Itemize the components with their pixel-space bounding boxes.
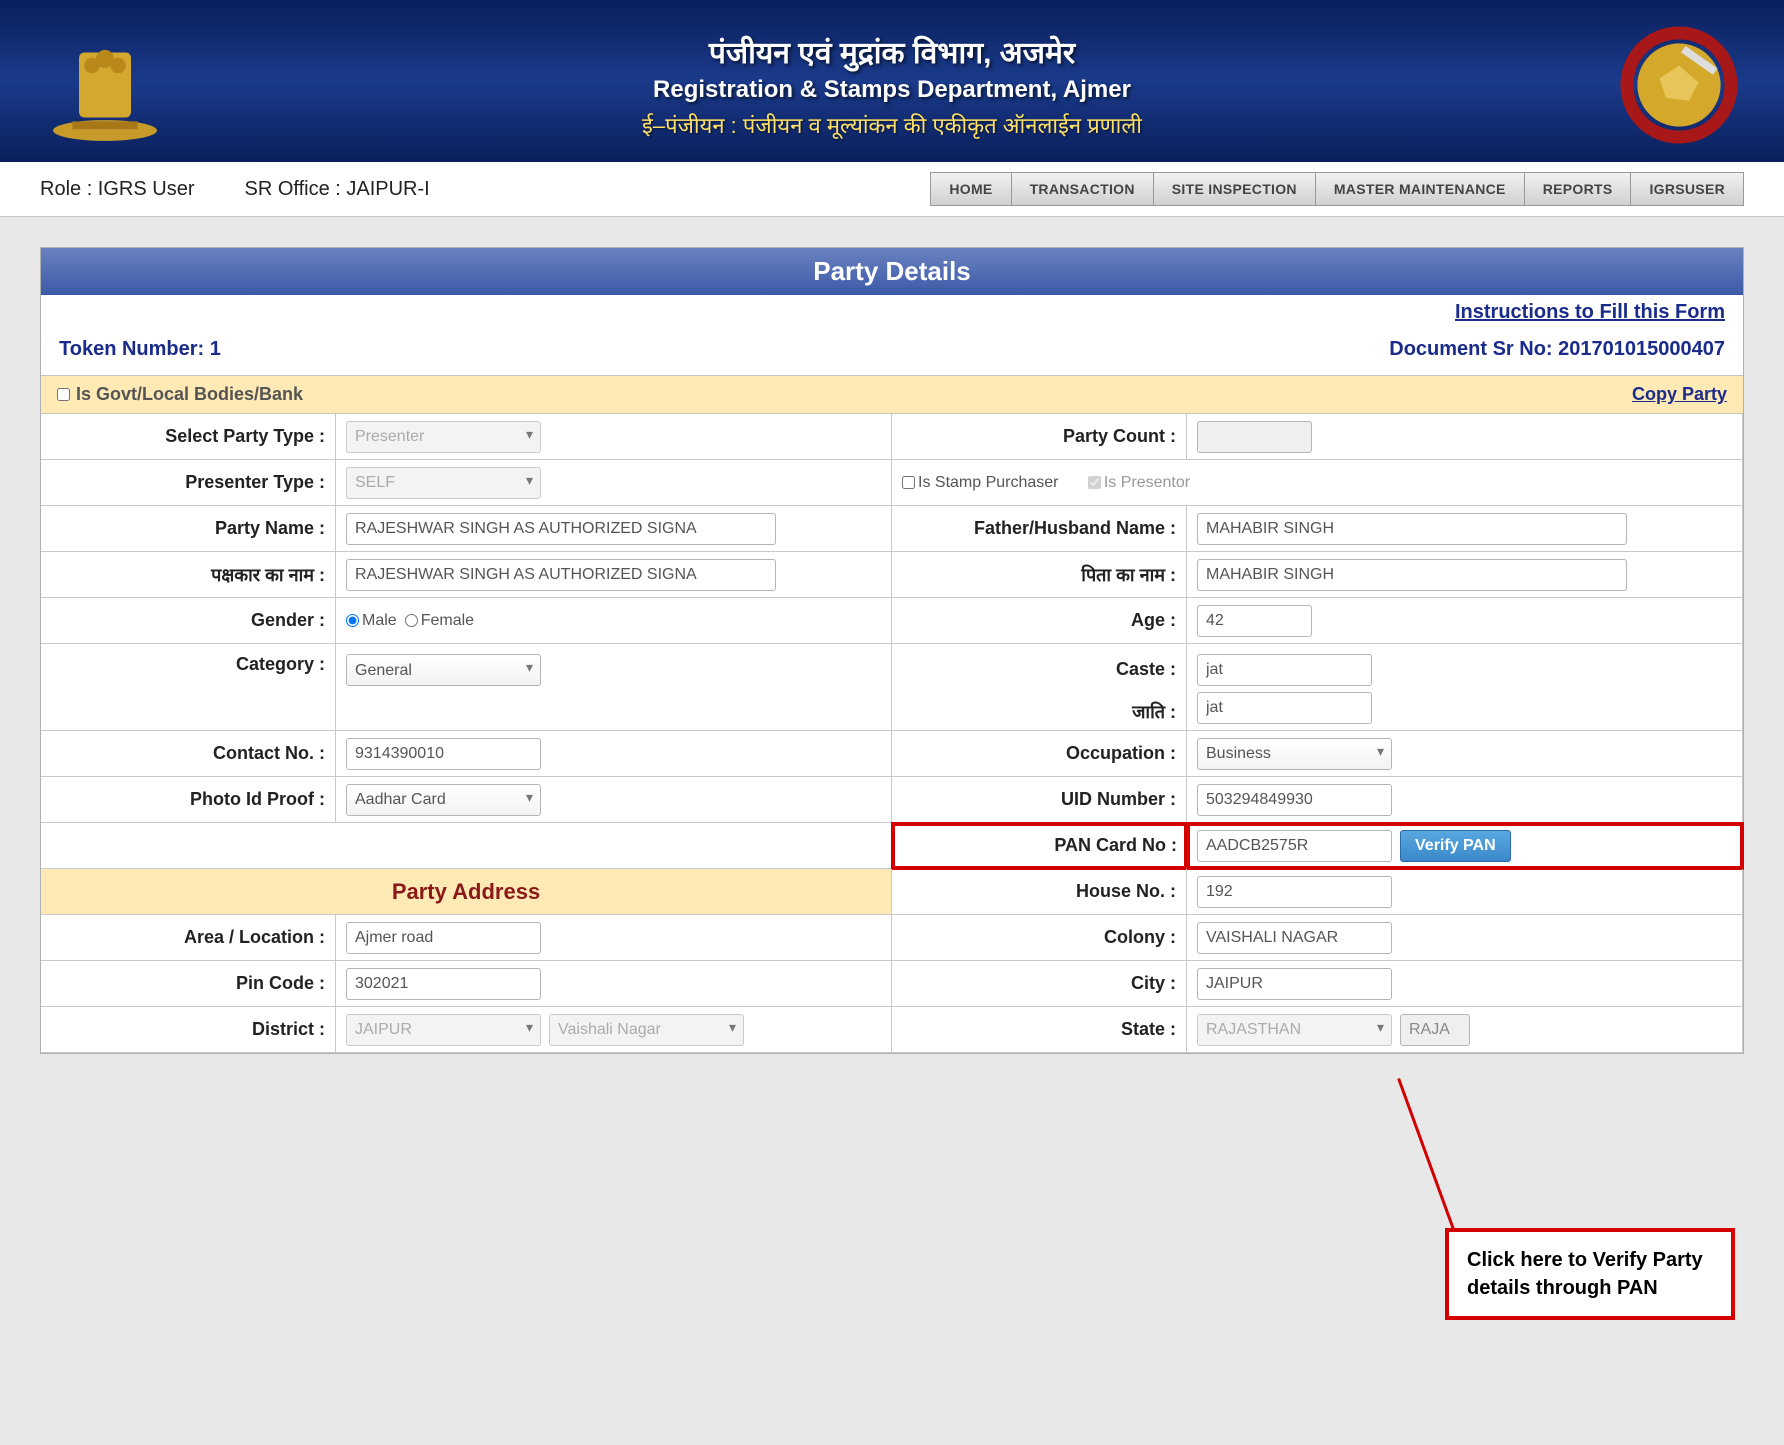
label-occupation: Occupation : (892, 731, 1187, 777)
label-pakshkar-naam: पक्षकार का नाम : (41, 552, 336, 598)
label-caste: Caste : (1116, 659, 1176, 680)
tab-transaction[interactable]: TRANSACTION (1012, 172, 1154, 206)
pakshkar-naam-input[interactable] (346, 559, 776, 591)
tab-igrsuser[interactable]: IGRSUSER (1631, 172, 1744, 206)
party-address-header: Party Address (41, 869, 892, 915)
role-label: Role : IGRS User (40, 178, 194, 201)
nav-tabs: HOME TRANSACTION SITE INSPECTION MASTER … (930, 172, 1744, 206)
city-input[interactable] (1197, 968, 1392, 1000)
label-state: State : (892, 1007, 1187, 1053)
header-title-en: Registration & Stamps Department, Ajmer (170, 76, 1614, 104)
pan-input[interactable] (1197, 830, 1392, 862)
label-pin: Pin Code : (41, 961, 336, 1007)
label-pan: PAN Card No : (892, 823, 1187, 869)
label-presenter-type: Presenter Type : (41, 460, 336, 506)
party-name-input[interactable] (346, 513, 776, 545)
seal-icon (1614, 20, 1744, 150)
party-details-panel: Party Details Instructions to Fill this … (40, 247, 1744, 1054)
label-select-party-type: Select Party Type : (41, 414, 336, 460)
pin-input[interactable] (346, 968, 541, 1000)
label-category: Category : (41, 644, 336, 731)
subheader: Role : IGRS User SR Office : JAIPUR-I HO… (0, 162, 1784, 217)
house-input[interactable] (1197, 876, 1392, 908)
contact-input[interactable] (346, 738, 541, 770)
gender-female-radio[interactable] (405, 614, 418, 627)
office-label: SR Office : JAIPUR-I (244, 178, 429, 201)
tab-reports[interactable]: REPORTS (1525, 172, 1632, 206)
father-husband-input[interactable] (1197, 513, 1627, 545)
label-party-name: Party Name : (41, 506, 336, 552)
panel-title: Party Details (41, 248, 1743, 295)
jaati-input[interactable] (1197, 692, 1372, 724)
label-colony: Colony : (892, 915, 1187, 961)
label-contact: Contact No. : (41, 731, 336, 777)
callout-box: Click here to Verify Party details throu… (1445, 1228, 1735, 1320)
instructions-link[interactable]: Instructions to Fill this Form (1455, 301, 1725, 323)
select-occupation[interactable]: Business (1197, 738, 1392, 770)
select-party-type[interactable]: Presenter (346, 421, 541, 453)
govt-bodies-checkbox[interactable] (57, 388, 70, 401)
select-photo-id[interactable]: Aadhar Card (346, 784, 541, 816)
uid-input[interactable] (1197, 784, 1392, 816)
age-input[interactable] (1197, 605, 1312, 637)
header-subtitle-hi: ई–पंजीयन : पंजीयन व मूल्यांकन की एकीकृत … (170, 110, 1614, 140)
state-code-input[interactable] (1400, 1014, 1470, 1046)
label-gender: Gender : (41, 598, 336, 644)
header-title-hi: पंजीयन एवं मुद्रांक विभाग, अजमेर (170, 31, 1614, 72)
select-state[interactable]: RAJASTHAN (1197, 1014, 1392, 1046)
area-input[interactable] (346, 922, 541, 954)
tab-home[interactable]: HOME (930, 172, 1011, 206)
select-category[interactable]: General (346, 654, 541, 686)
pita-naam-input[interactable] (1197, 559, 1627, 591)
token-number: Token Number: 1 (59, 338, 221, 361)
select-presenter-type[interactable]: SELF (346, 467, 541, 499)
stamp-purchaser-checkbox[interactable] (902, 476, 915, 489)
caste-input[interactable] (1197, 654, 1372, 686)
colony-input[interactable] (1197, 922, 1392, 954)
label-party-count: Party Count : (892, 414, 1187, 460)
label-area: Area / Location : (41, 915, 336, 961)
presentor-checkbox (1088, 476, 1101, 489)
header-band: पंजीयन एवं मुद्रांक विभाग, अजमेर Registr… (0, 0, 1784, 162)
label-house-no: House No. : (892, 869, 1187, 915)
govt-emblem-icon (40, 20, 170, 150)
callout-connector-line (1397, 1078, 1458, 1239)
tab-site-inspection[interactable]: SITE INSPECTION (1154, 172, 1316, 206)
gender-male-radio[interactable] (346, 614, 359, 627)
select-tehsil[interactable]: Vaishali Nagar (549, 1014, 744, 1046)
govt-bodies-checkbox-label: Is Govt/Local Bodies/Bank (57, 384, 303, 405)
label-district: District : (41, 1007, 336, 1053)
label-city: City : (892, 961, 1187, 1007)
verify-pan-button[interactable]: Verify PAN (1400, 830, 1511, 862)
label-uid: UID Number : (892, 777, 1187, 823)
party-count-input[interactable] (1197, 421, 1312, 453)
callout-text: Click here to Verify Party details throu… (1467, 1249, 1703, 1299)
label-pita-naam: पिता का नाम : (892, 552, 1187, 598)
document-sr-no: Document Sr No: 201701015000407 (1389, 338, 1725, 361)
label-age: Age : (892, 598, 1187, 644)
select-district[interactable]: JAIPUR (346, 1014, 541, 1046)
label-photo-id: Photo Id Proof : (41, 777, 336, 823)
label-father-husband: Father/Husband Name : (892, 506, 1187, 552)
label-jaati: जाति : (1132, 700, 1176, 724)
copy-party-link[interactable]: Copy Party (1632, 384, 1727, 405)
tab-master-maintenance[interactable]: MASTER MAINTENANCE (1316, 172, 1525, 206)
